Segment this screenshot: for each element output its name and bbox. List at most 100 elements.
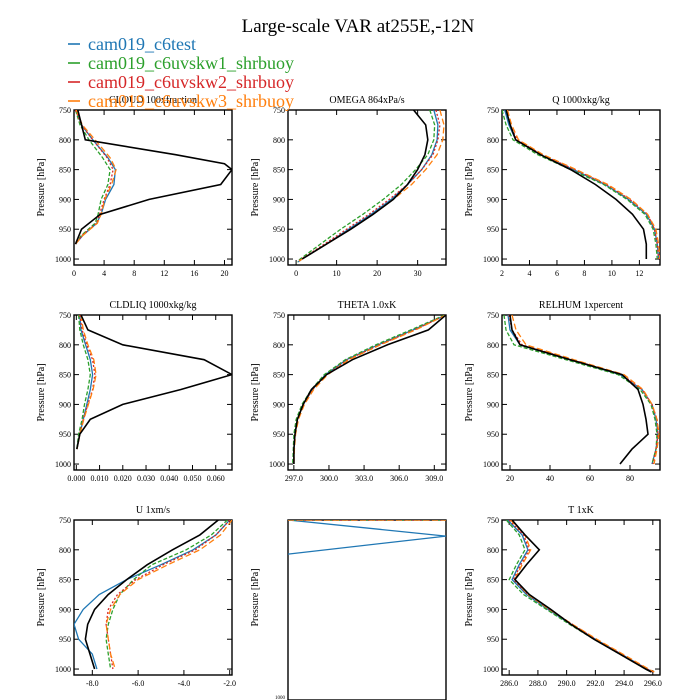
- y-tick-label: 850: [273, 371, 285, 380]
- series-line-reference: [301, 110, 429, 260]
- x-tick-label: 10: [333, 269, 341, 278]
- series-line-reference: [509, 315, 649, 465]
- x-tick-label: -8.0: [86, 679, 99, 688]
- y-tick-label: 1000: [55, 255, 71, 264]
- x-tick-label: 10: [608, 269, 616, 278]
- x-tick-label: 20: [220, 269, 228, 278]
- y-axis-label: Pressure [hPa]: [36, 363, 47, 421]
- y-axis-label: Pressure [hPa]: [464, 363, 475, 421]
- x-tick-label: 303.0: [355, 474, 373, 483]
- panel-u: U 1xm/s Pressure [hPa] 750 800 850 900 950 1000…: [36, 505, 236, 688]
- panels: CLOUD 100xfraction Pressure [hPa] 750 800 85…: [36, 95, 662, 700]
- panel-q: Q 1000xkg/kg Pressure [hPa] 750 800 850 900 95…: [464, 95, 661, 278]
- x-tick-label: 60: [586, 474, 594, 483]
- y-tick-label: 900: [487, 400, 499, 409]
- y-tick-label: 950: [59, 635, 71, 644]
- panel-frame: [501, 314, 661, 471]
- x-tick-label: 80: [626, 474, 634, 483]
- y-tick-label: 1000: [269, 255, 285, 264]
- x-tick-label: 0.040: [160, 474, 178, 483]
- y-tick-label: 850: [59, 576, 71, 585]
- y-axis-label: Pressure [hPa]: [250, 568, 261, 626]
- legend-entry: cam019_c6test: [68, 34, 196, 54]
- x-tick-label: 0.010: [91, 474, 109, 483]
- series-line-reference: [76, 315, 232, 450]
- page-title: Large-scale VAR at255E,-12N: [242, 16, 475, 37]
- y-axis-label: Pressure [hPa]: [36, 158, 47, 216]
- series-line-cam019_c6test: [76, 315, 94, 450]
- x-tick-label: 292.0: [586, 679, 604, 688]
- series-line-cam019_c6uvskw1_shrbuoy: [505, 520, 652, 673]
- y-tick-label: 1000: [483, 255, 499, 264]
- series-line-reference: [74, 110, 232, 245]
- series-line-cam019_c6uvskw2_shrbuoy: [505, 110, 660, 260]
- y-tick-label: 750: [273, 311, 285, 320]
- x-tick-label: 0.060: [207, 474, 225, 483]
- x-tick-label: 0.050: [184, 474, 202, 483]
- legend-label: cam019_c6uvskw2_shrbuoy: [88, 72, 294, 92]
- legend-entry: cam019_c6uvskw2_shrbuoy: [68, 72, 294, 92]
- x-tick-label: 30: [414, 269, 422, 278]
- series-line-cam019_c6test: [507, 315, 659, 465]
- y-tick-label: 750: [487, 106, 499, 115]
- y-tick-label: 1000: [55, 460, 71, 469]
- series-line-reference: [293, 315, 446, 464]
- y-tick-label: 900: [487, 605, 499, 614]
- y-tick-label: 950: [487, 430, 499, 439]
- x-tick-label: 290.0: [558, 679, 576, 688]
- x-tick-label: 4: [527, 269, 531, 278]
- x-tick-label: 286.0: [500, 679, 518, 688]
- series-line-cam019_c6uvskw2_shrbuoy: [76, 315, 96, 450]
- series-line-reference: [84, 520, 219, 670]
- y-tick-label: 750: [273, 106, 285, 115]
- y-tick-label: 800: [273, 341, 285, 350]
- y-tick-label: 800: [59, 546, 71, 555]
- legend-label: cam019_c6uvskw1_shrbuoy: [88, 53, 294, 73]
- series-line-cam019_c6uvskw1_shrbuoy: [292, 315, 446, 465]
- y-tick-label: 850: [487, 371, 499, 380]
- x-tick-label: 4: [102, 269, 106, 278]
- series-line-cam019_c6uvskw1_shrbuoy: [74, 110, 111, 245]
- panel-theta: THETA 1.0xK Pressure [hPa] 750 800 850 900 950…: [250, 300, 447, 483]
- x-tick-label: 0.020: [114, 474, 132, 483]
- y-tick-label: 850: [487, 166, 499, 175]
- x-tick-label: -4.0: [178, 679, 191, 688]
- series-line-cam019_c6uvskw2_shrbuoy: [297, 110, 441, 263]
- series-line-cam019_c6test: [504, 110, 660, 260]
- legend-label: cam019_c6test: [88, 34, 196, 54]
- panel-frame: [501, 519, 661, 676]
- series-line-cam019_c6uvskw3_shrbuoy: [506, 110, 660, 260]
- x-tick-label: 6: [555, 269, 559, 278]
- y-axis-label: Pressure [hPa]: [464, 568, 475, 626]
- panel-cloud: CLOUD 100xfraction Pressure [hPa] 750 800 85…: [36, 95, 233, 278]
- y-tick-label: 900: [59, 400, 71, 409]
- series-line-cam019_c6uvskw3_shrbuoy: [76, 315, 97, 450]
- x-tick-label: 0.000: [67, 474, 85, 483]
- x-tick-label: 309.0: [425, 474, 443, 483]
- series-line-cam019_c6uvskw3_shrbuoy: [511, 315, 660, 465]
- series-line-reference: [505, 110, 648, 259]
- y-tick-label: 1000: [275, 696, 286, 700]
- panel-title: CLDLIQ 1000xkg/kg: [110, 300, 197, 311]
- y-tick-label: 800: [59, 341, 71, 350]
- series-line-cam019_c6test: [297, 110, 439, 263]
- x-tick-label: 8: [582, 269, 586, 278]
- y-axis-label: Pressure [hPa]: [250, 158, 261, 216]
- panel-frame: [73, 519, 233, 676]
- panel-title: CLOUD 100xfraction: [109, 95, 197, 106]
- x-tick-label: 40: [546, 474, 554, 483]
- x-tick-label: 294.0: [615, 679, 633, 688]
- panel-frame: [287, 109, 447, 266]
- y-tick-label: 950: [273, 430, 285, 439]
- x-tick-label: 296.0: [644, 679, 662, 688]
- x-tick-label: -6.0: [132, 679, 145, 688]
- series-line-cam019_c6uvskw3_shrbuoy: [75, 110, 117, 245]
- x-tick-label: 12: [160, 269, 168, 278]
- y-tick-label: 750: [59, 516, 71, 525]
- x-tick-label: 300.0: [320, 474, 338, 483]
- panel-title: T 1xK: [568, 505, 594, 516]
- series-line-cam019_c6test: [293, 315, 446, 464]
- y-tick-label: 1000: [55, 665, 71, 674]
- panel-frame: [73, 314, 233, 471]
